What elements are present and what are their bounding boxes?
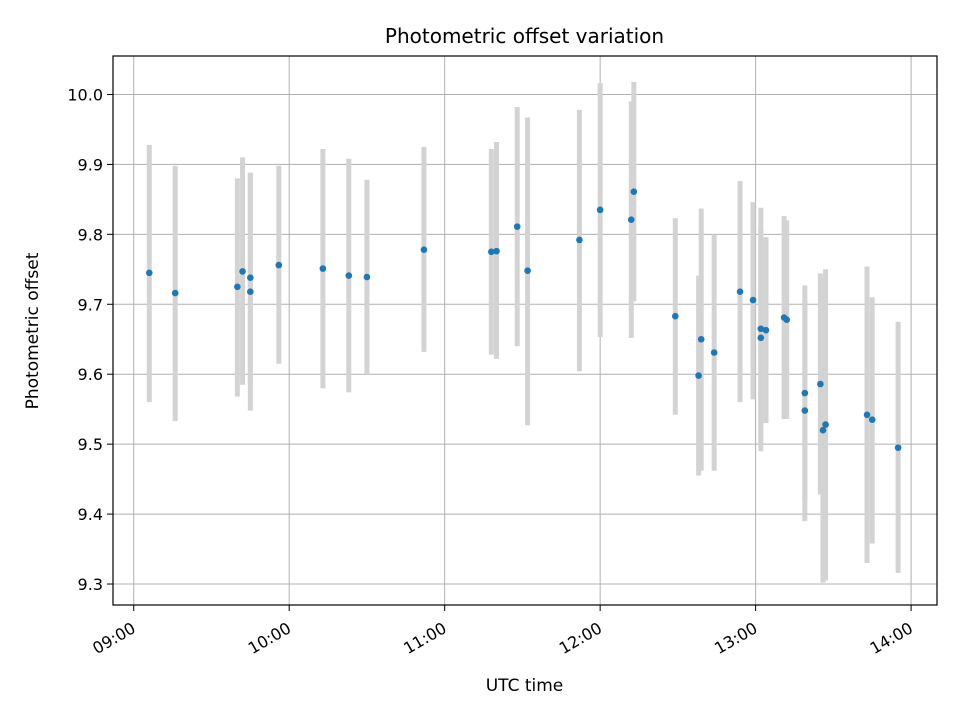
y-tick-label: 9.5 — [78, 435, 103, 454]
data-point — [801, 389, 809, 397]
y-tick-label: 10.0 — [67, 85, 103, 104]
data-point — [736, 288, 744, 295]
data-point — [671, 312, 679, 320]
data-point — [749, 296, 757, 304]
data-point — [863, 411, 871, 419]
data-point — [894, 444, 902, 451]
data-point — [695, 372, 702, 379]
data-point — [783, 316, 791, 323]
data-point — [493, 247, 500, 255]
y-tick-label: 9.7 — [78, 295, 103, 314]
data-point — [819, 426, 827, 434]
data-point — [145, 269, 153, 277]
data-point — [762, 326, 770, 334]
y-tick-label: 9.4 — [78, 505, 103, 524]
y-tick-label: 9.8 — [78, 225, 103, 244]
data-point — [801, 407, 809, 414]
data-point — [363, 273, 371, 281]
data-point — [524, 267, 531, 275]
data-point — [420, 246, 428, 254]
y-tick-label: 9.3 — [78, 575, 103, 594]
data-point — [488, 248, 495, 256]
y-tick-label: 9.6 — [78, 365, 103, 384]
data-point — [757, 325, 765, 333]
data-point — [239, 268, 246, 275]
y-axis: 9.3 9.4 9.5 9.6 9.7 9.8 9.9 10.0 — [67, 85, 113, 594]
data-point — [596, 206, 604, 214]
plot-frame — [112, 55, 938, 606]
data-point — [757, 334, 765, 342]
data-point — [817, 380, 824, 388]
data-point — [234, 283, 241, 291]
data-point — [247, 274, 254, 281]
data-point — [627, 216, 635, 223]
y-tick-label: 9.9 — [78, 155, 103, 174]
data-point — [513, 223, 521, 230]
data-point — [171, 289, 179, 297]
data-point — [275, 261, 283, 269]
data-point — [697, 335, 705, 343]
data-point — [345, 272, 353, 279]
data-point — [630, 188, 638, 195]
y-axis-label: Photometric offset — [23, 252, 43, 409]
data-point — [319, 265, 327, 272]
data-point — [822, 421, 829, 428]
data-point — [576, 236, 583, 244]
data-point — [710, 349, 718, 356]
data-point — [868, 416, 876, 423]
chart-title: Photometric offset variation — [385, 24, 664, 48]
data-points — [145, 188, 902, 451]
x-axis-label: UTC time — [486, 676, 564, 696]
data-point — [247, 288, 254, 295]
